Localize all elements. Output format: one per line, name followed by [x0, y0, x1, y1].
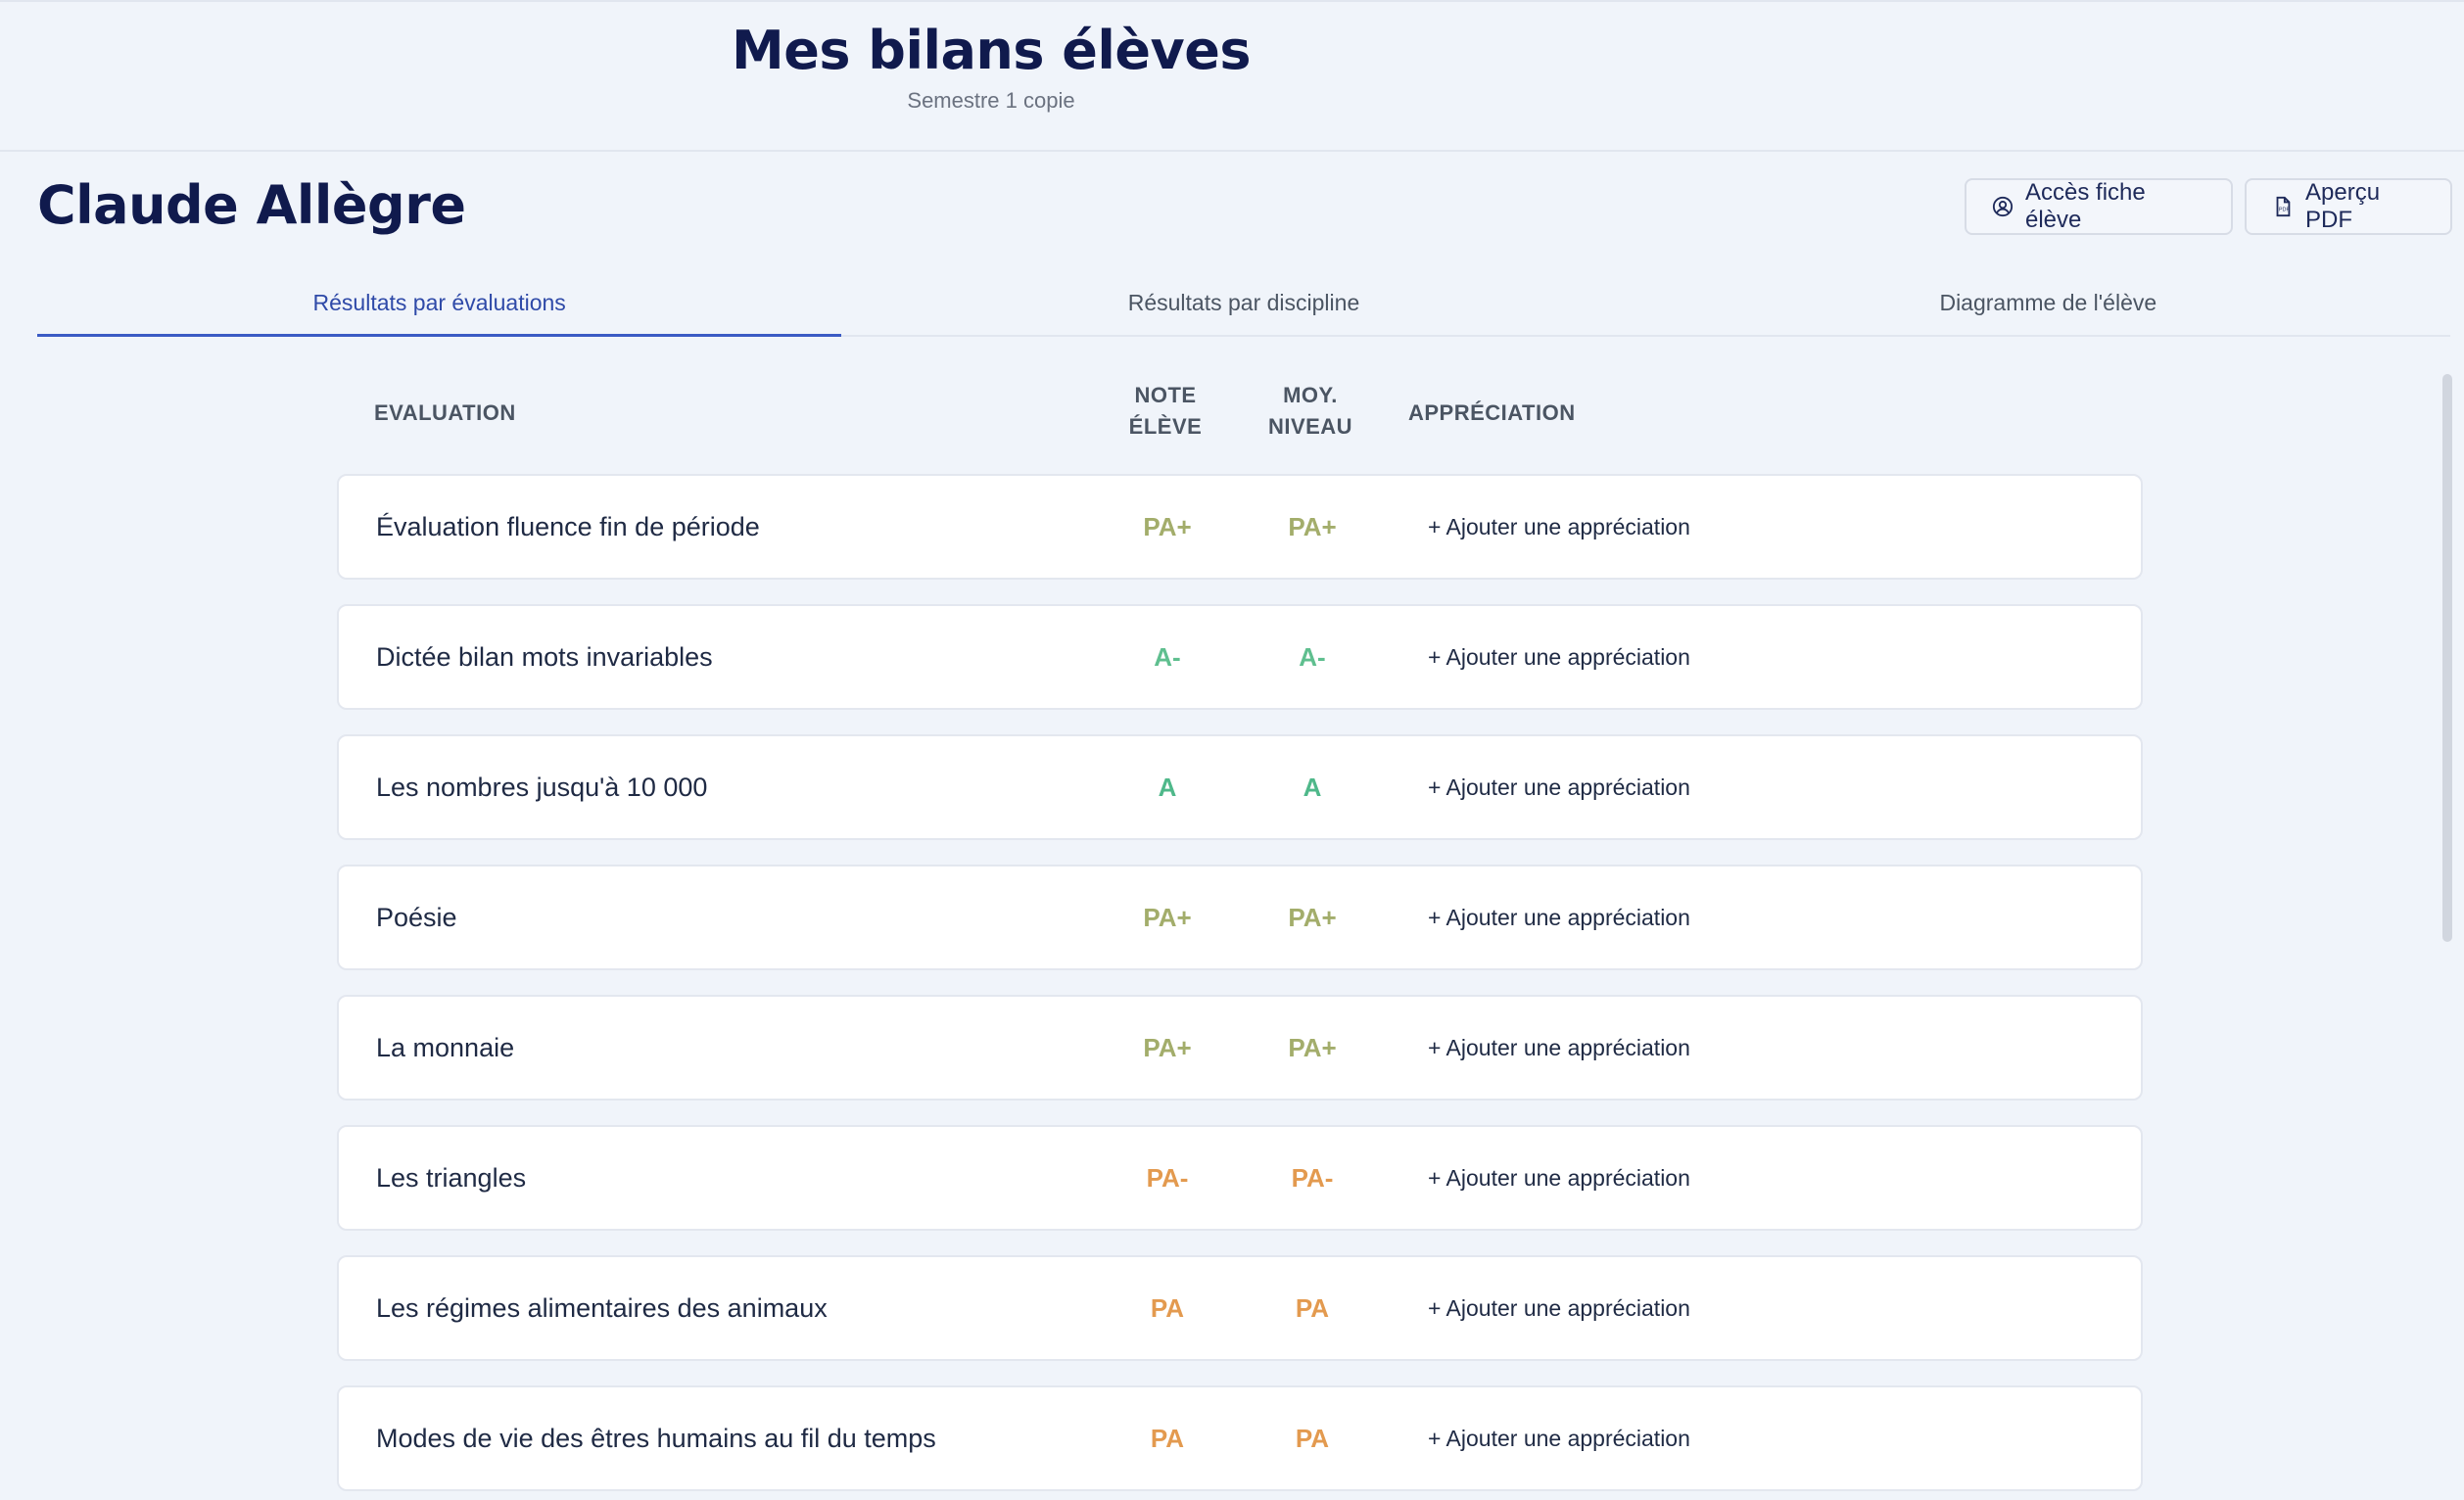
evaluation-row[interactable]: Les régimes alimentaires des animaux PA PA… [337, 1255, 2143, 1361]
tab-student-diagram[interactable]: Diagramme de l'élève [1939, 290, 2157, 315]
evaluation-row[interactable]: Modes de vie des êtres humains au fil du… [337, 1385, 2143, 1491]
tab-bar: Résultats par évaluations Résultats par … [37, 278, 2450, 337]
pdf-file-icon: PDF [2272, 196, 2294, 217]
user-circle-icon [1992, 196, 2014, 217]
page-title: Mes bilans élèves [731, 20, 1252, 81]
page-subtitle: Semestre 1 copie [907, 88, 1075, 113]
evaluation-title: Modes de vie des êtres humains au fil du… [376, 1424, 936, 1453]
column-header-level-average-line2: NIVEAU [1267, 414, 1353, 439]
evaluation-title: Les nombres jusqu'à 10 000 [376, 773, 708, 802]
scrollbar[interactable] [2442, 374, 2452, 942]
tab-results-by-discipline[interactable]: Résultats par discipline [1127, 290, 1360, 315]
level-average-grade: PA+ [1288, 903, 1337, 932]
student-grade: PA [1150, 1293, 1185, 1323]
evaluation-row[interactable]: Dictée bilan mots invariables A- A- + Ajout… [337, 604, 2143, 710]
add-appreciation-button[interactable]: + Ajouter une appréciation [1428, 514, 1690, 539]
evaluation-row[interactable]: La monnaie PA+ PA+ + Ajouter une appréciati… [337, 995, 2143, 1101]
level-average-grade: PA [1295, 1293, 1330, 1323]
add-appreciation-button[interactable]: + Ajouter une appréciation [1428, 905, 1690, 930]
student-grade: PA [1150, 1424, 1185, 1453]
level-average-grade: A [1303, 773, 1322, 802]
student-grade: PA- [1146, 1163, 1189, 1193]
column-header-level-average: MOY. NIVEAU [1261, 380, 1359, 443]
evaluation-row[interactable]: Poésie PA+ PA+ + Ajouter une appréciation [337, 865, 2143, 970]
evaluation-title: Évaluation fluence fin de période [376, 512, 760, 541]
evaluation-title: Dictée bilan mots invariables [376, 642, 713, 672]
column-header-student-grade-line1: NOTE [1134, 383, 1197, 407]
column-header-appreciation: APPRÉCIATION [1408, 400, 1576, 425]
access-student-sheet-label: Accès fiche élève [2025, 179, 2146, 233]
pdf-preview-button[interactable]: PDF Aperçu PDF [2245, 178, 2452, 235]
column-header-evaluation: EVALUATION [374, 400, 516, 425]
student-name: Claude Allègre [37, 174, 466, 236]
column-header-level-average-line1: MOY. [1283, 383, 1338, 407]
evaluation-title: Poésie [376, 903, 457, 932]
student-grade: A- [1154, 642, 1181, 672]
tab-results-by-evaluation[interactable]: Résultats par évaluations [37, 278, 842, 337]
evaluation-row[interactable]: Les triangles PA- PA- + Ajouter une appréci… [337, 1125, 2143, 1231]
evaluation-title: Les régimes alimentaires des animaux [376, 1293, 828, 1323]
evaluation-row[interactable]: Les nombres jusqu'à 10 000 A A + Ajouter un… [337, 734, 2143, 840]
level-average-grade: PA- [1291, 1163, 1334, 1193]
evaluation-title: La monnaie [376, 1033, 515, 1062]
svg-text:PDF: PDF [2279, 208, 2291, 213]
student-grade: A [1158, 773, 1177, 802]
add-appreciation-button[interactable]: + Ajouter une appréciation [1428, 1035, 1690, 1060]
level-average-grade: A- [1299, 642, 1326, 672]
level-average-grade: PA+ [1288, 512, 1337, 541]
student-grade: PA+ [1143, 1033, 1192, 1062]
page-header: Mes bilans élèves Semestre 1 copie [0, 0, 2464, 152]
add-appreciation-button[interactable]: + Ajouter une appréciation [1428, 1295, 1690, 1321]
add-appreciation-button[interactable]: + Ajouter une appréciation [1428, 644, 1690, 670]
evaluation-title: Les triangles [376, 1163, 527, 1193]
student-grade: PA+ [1143, 903, 1192, 932]
column-header-student-grade-line2: ÉLÈVE [1128, 414, 1203, 439]
level-average-grade: PA [1295, 1424, 1330, 1453]
evaluation-row[interactable]: Évaluation fluence fin de période PA+ PA+ +… [337, 474, 2143, 580]
level-average-grade: PA+ [1288, 1033, 1337, 1062]
column-header-student-grade: NOTE ÉLÈVE [1116, 380, 1214, 443]
add-appreciation-button[interactable]: + Ajouter une appréciation [1428, 1165, 1690, 1191]
add-appreciation-button[interactable]: + Ajouter une appréciation [1428, 1426, 1690, 1451]
access-student-sheet-button[interactable]: Accès fiche élève [1965, 178, 2233, 235]
pdf-preview-label: Aperçu PDF [2305, 179, 2381, 233]
student-grade: PA+ [1143, 512, 1192, 541]
add-appreciation-button[interactable]: + Ajouter une appréciation [1428, 774, 1690, 800]
